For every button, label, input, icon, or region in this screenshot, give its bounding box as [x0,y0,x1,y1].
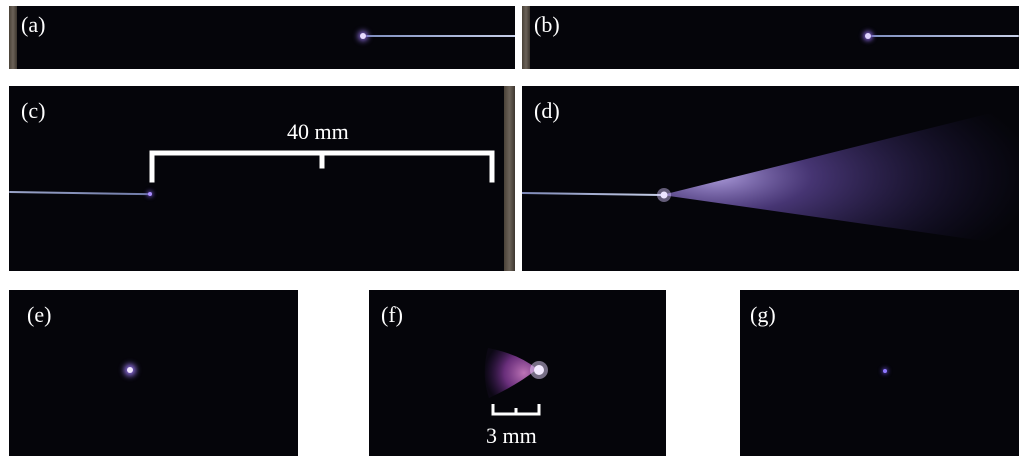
panel-a-wire [366,35,515,37]
panel-a-label: (a) [21,12,46,37]
panel-d: (d) [522,86,1019,271]
panel-f-glow [484,348,548,416]
panel-c-scale-bar [149,150,495,183]
panel-b: (b) [522,6,1019,69]
panel-g-label: (g) [750,302,776,327]
panel-b-edge [522,6,530,69]
panel-d-label: (d) [534,98,560,123]
panel-f-scale-label: 3 mm [486,423,537,448]
panel-e-label: (e) [27,302,52,327]
panel-a-spark [360,33,366,39]
panel-c-edge [504,86,515,271]
panel-d-plume [522,106,1019,246]
panel-b-wire [871,35,1019,37]
panel-c-scale-label: 40 mm [287,119,349,144]
panel-f: 3 mm (f) [369,290,666,456]
panel-g-spark [883,369,887,373]
panel-a: (a) [9,6,515,69]
panel-g: (g) [740,290,1019,456]
panel-b-spark [865,33,871,39]
panel-c-label: (c) [21,98,46,123]
panel-f-label: (f) [381,302,403,327]
panel-e: (e) [9,290,298,456]
panel-a-edge [9,6,17,69]
panel-b-label: (b) [534,12,560,37]
panel-e-spark [127,367,133,373]
panel-c: 40 mm (c) [9,86,515,271]
panel-c-spark [148,192,152,196]
